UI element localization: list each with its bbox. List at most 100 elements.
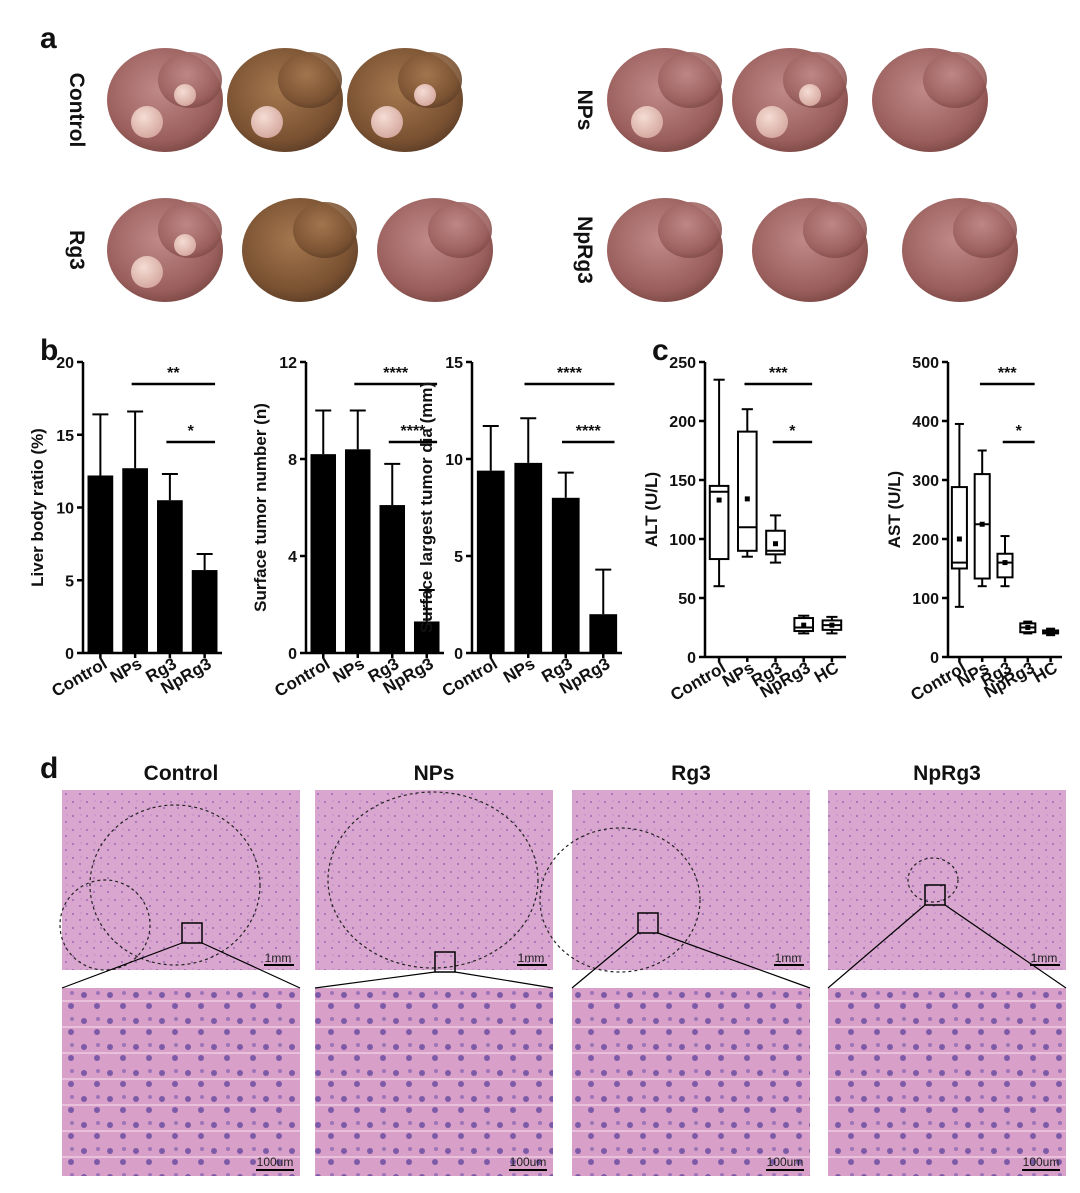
tumor	[414, 84, 436, 106]
y-tick-label: 200	[912, 532, 939, 549]
mean	[716, 497, 722, 503]
y-tick-label: 150	[669, 473, 696, 490]
y-tick-label: 50	[678, 591, 696, 608]
tumor-region	[539, 827, 701, 973]
y-tick-label: 100	[669, 532, 696, 549]
bar	[344, 449, 371, 653]
mean	[1025, 625, 1031, 630]
tumor	[131, 106, 163, 138]
mean	[773, 541, 778, 547]
bar	[379, 505, 406, 653]
liver-photo	[607, 198, 723, 302]
liver-lobe	[803, 202, 867, 258]
y-axis-label: ALT (U/L)	[642, 472, 661, 547]
y-tick-label: 0	[454, 646, 463, 663]
y-axis-label: AST (U/L)	[885, 471, 904, 548]
y-tick-label: 4	[288, 549, 297, 566]
bar	[476, 470, 505, 653]
y-tick-label: 10	[445, 452, 463, 469]
bar	[310, 454, 337, 653]
y-tick-label: 0	[65, 646, 74, 663]
zoom-box	[434, 951, 456, 973]
mean	[1048, 629, 1054, 635]
group-label: NpRg3	[913, 762, 981, 785]
liver-lobe	[953, 202, 1017, 258]
zoom-box	[181, 922, 203, 944]
tumor-region	[59, 879, 151, 971]
significance-label: ***	[769, 365, 788, 382]
liver-photo	[752, 198, 868, 302]
tumor-region	[907, 857, 959, 903]
tumor	[756, 106, 788, 138]
tumor	[371, 106, 403, 138]
liver-lobe	[158, 52, 222, 108]
x-tick-label: NPs	[500, 654, 538, 687]
liver-photo	[347, 48, 463, 152]
significance-label: ****	[383, 365, 409, 382]
mean	[979, 521, 985, 527]
y-tick-label: 0	[930, 650, 939, 667]
zoom-line	[827, 904, 926, 989]
y-axis-label: Surface largest tumor dia (mm)	[417, 382, 436, 633]
scale-label: 1mm	[775, 951, 802, 965]
zoom-line	[61, 942, 183, 989]
bar	[413, 621, 440, 653]
liver-photo	[107, 198, 223, 302]
y-tick-label: 15	[445, 355, 463, 372]
liver-lobe	[398, 52, 462, 108]
tumor-region	[89, 804, 261, 966]
histology-high	[572, 988, 810, 1176]
box	[708, 484, 730, 561]
significance-label: ****	[576, 423, 602, 440]
y-tick-label: 500	[912, 355, 939, 372]
significance-label: *	[789, 423, 796, 440]
y-tick-label: 20	[56, 355, 74, 372]
liver-lobe	[658, 202, 722, 258]
group-label: Control	[65, 73, 88, 148]
x-tick-label: NpRg3	[981, 658, 1038, 702]
x-tick-label: Control	[49, 654, 111, 701]
liver-photo	[607, 48, 723, 152]
y-tick-label: 5	[454, 549, 463, 566]
box	[736, 430, 758, 552]
histology-low	[828, 790, 1066, 970]
group-label: Rg3	[671, 762, 711, 785]
histology-high	[315, 988, 553, 1176]
tumor	[174, 234, 196, 256]
group-label: NPs	[414, 762, 455, 785]
zoom-line	[944, 904, 1067, 989]
liver-photo	[872, 48, 988, 152]
scale-label: 1mm	[1031, 951, 1058, 965]
scale-label: 100um	[257, 1155, 294, 1169]
bar	[157, 500, 183, 653]
y-tick-label: 0	[687, 650, 696, 667]
liver-lobe	[278, 52, 342, 108]
panel-label: b	[40, 334, 58, 367]
y-tick-label: 300	[912, 473, 939, 490]
significance-label: *	[1016, 423, 1023, 440]
bar	[122, 468, 148, 653]
zoom-box	[637, 912, 659, 934]
tumor	[631, 106, 663, 138]
bar	[87, 475, 114, 653]
significance-label: ****	[400, 423, 426, 440]
liver-photo	[732, 48, 848, 152]
x-tick-label: NPs	[107, 654, 145, 687]
zoom-box	[924, 884, 946, 906]
scale-label: 1mm	[518, 951, 545, 965]
mean	[744, 496, 750, 502]
scale-label: 100um	[510, 1155, 547, 1169]
liver-lobe	[293, 202, 357, 258]
x-tick-label: Control	[271, 654, 333, 701]
zoom-line	[454, 971, 554, 989]
y-tick-label: 250	[669, 355, 696, 372]
panel-label: d	[40, 752, 58, 785]
scale-label: 1mm	[265, 951, 292, 965]
y-tick-label: 200	[669, 414, 696, 431]
significance-label: ***	[998, 365, 1017, 382]
liver-lobe	[783, 52, 847, 108]
x-tick-label: HC	[811, 658, 842, 687]
x-tick-label: Control	[667, 658, 729, 705]
